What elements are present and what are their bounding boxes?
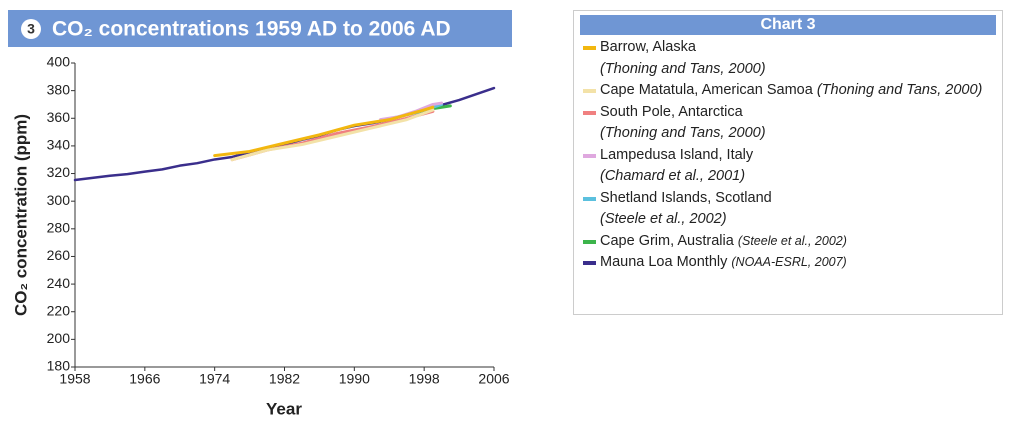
legend-entry: Mauna Loa Monthly (NOAA-ESRL, 2007) xyxy=(580,252,996,274)
legend-entry: Lampedusa Island, Italy (Chamard et al.,… xyxy=(580,145,996,188)
x-tick-label: 1990 xyxy=(339,371,370,387)
y-tick-label: 220 xyxy=(47,302,71,318)
legend-entry: Cape Grim, Australia (Steele et al., 200… xyxy=(580,231,996,253)
legend-swatch xyxy=(583,89,596,93)
legend-name: Cape Matatula, American Samoa xyxy=(600,82,813,98)
legend-entry: Cape Matatula, American Samoa (Thoning a… xyxy=(580,80,996,102)
series-line xyxy=(73,86,496,182)
legend-name: Lampedusa Island, Italy xyxy=(600,146,754,163)
legend-name: Barrow, Alaska xyxy=(600,39,696,55)
legend-source: (Thoning and Tans, 2000) xyxy=(600,60,766,77)
legend-entry: Barrow, Alaska (Thoning and Tans, 2000) xyxy=(580,37,996,80)
legend-source: (Steele et al., 2002) xyxy=(600,211,727,227)
legend-entry: Shetland Islands, Scotland (Steele et al… xyxy=(580,188,996,231)
x-tick-label: 1958 xyxy=(59,371,90,387)
x-tick-label: 2006 xyxy=(478,371,509,387)
y-tick-label: 240 xyxy=(47,275,71,291)
legend-source: (Thoning and Tans, 2000) xyxy=(600,125,766,141)
legend-source: (NOAA-ESRL, 2007) xyxy=(731,255,847,269)
series-line xyxy=(213,105,435,158)
x-tick-label: 1966 xyxy=(129,371,160,387)
y-tick-label: 260 xyxy=(47,247,71,263)
x-axis-label: Year xyxy=(266,399,302,418)
chart-title: CO₂ concentrations 1959 AD to 2006 AD xyxy=(52,18,451,41)
legend-source: (Thoning and Tans, 2000) xyxy=(816,82,983,98)
title-bar xyxy=(8,10,512,47)
legend-source: (Chamard et al., 2001) xyxy=(600,168,746,184)
legend-name: Mauna Loa Monthly xyxy=(600,254,728,270)
legend-swatch xyxy=(583,261,596,265)
y-tick-label: 380 xyxy=(47,81,71,97)
legend-swatch xyxy=(583,196,596,201)
legend: Chart 3 Barrow, Alaska (Thoning and Tans… xyxy=(573,10,1003,315)
y-tick-label: 340 xyxy=(47,137,71,153)
y-tick-label: 400 xyxy=(47,54,71,70)
legend-name: Shetland Islands, Scotland xyxy=(600,189,772,206)
series-line xyxy=(230,108,435,162)
legend-entry: South Pole, Antarctica (Thoning and Tans… xyxy=(580,102,996,145)
x-tick-label: 1998 xyxy=(409,371,440,387)
y-tick-label: 360 xyxy=(47,109,71,125)
x-tick-label: 1974 xyxy=(199,371,230,387)
y-tick-label: 200 xyxy=(47,330,71,346)
y-tick-label: 320 xyxy=(47,164,71,180)
legend-swatch xyxy=(583,110,596,115)
badge-circle xyxy=(21,19,41,39)
badge: 3 xyxy=(27,21,35,37)
legend-swatch xyxy=(583,46,596,50)
legend-name: Cape Grim, Australia xyxy=(600,232,734,249)
chart: 3 CO₂ concentrations 1959 AD to 2006 AD … xyxy=(8,10,512,418)
legend-name: South Pole, Antarctica xyxy=(600,103,743,120)
x-tick-label: 1982 xyxy=(269,371,300,387)
legend-title: Chart 3 xyxy=(580,15,996,35)
legend-source: (Steele et al., 2002) xyxy=(737,233,847,248)
y-tick-label: 300 xyxy=(47,192,71,208)
y-axis-label: CO₂ concentration (ppm) xyxy=(11,114,30,316)
legend-swatch xyxy=(583,153,596,158)
y-tick-label: 180 xyxy=(47,358,71,374)
y-tick-label: 280 xyxy=(47,220,71,236)
legend-swatch xyxy=(583,239,596,244)
